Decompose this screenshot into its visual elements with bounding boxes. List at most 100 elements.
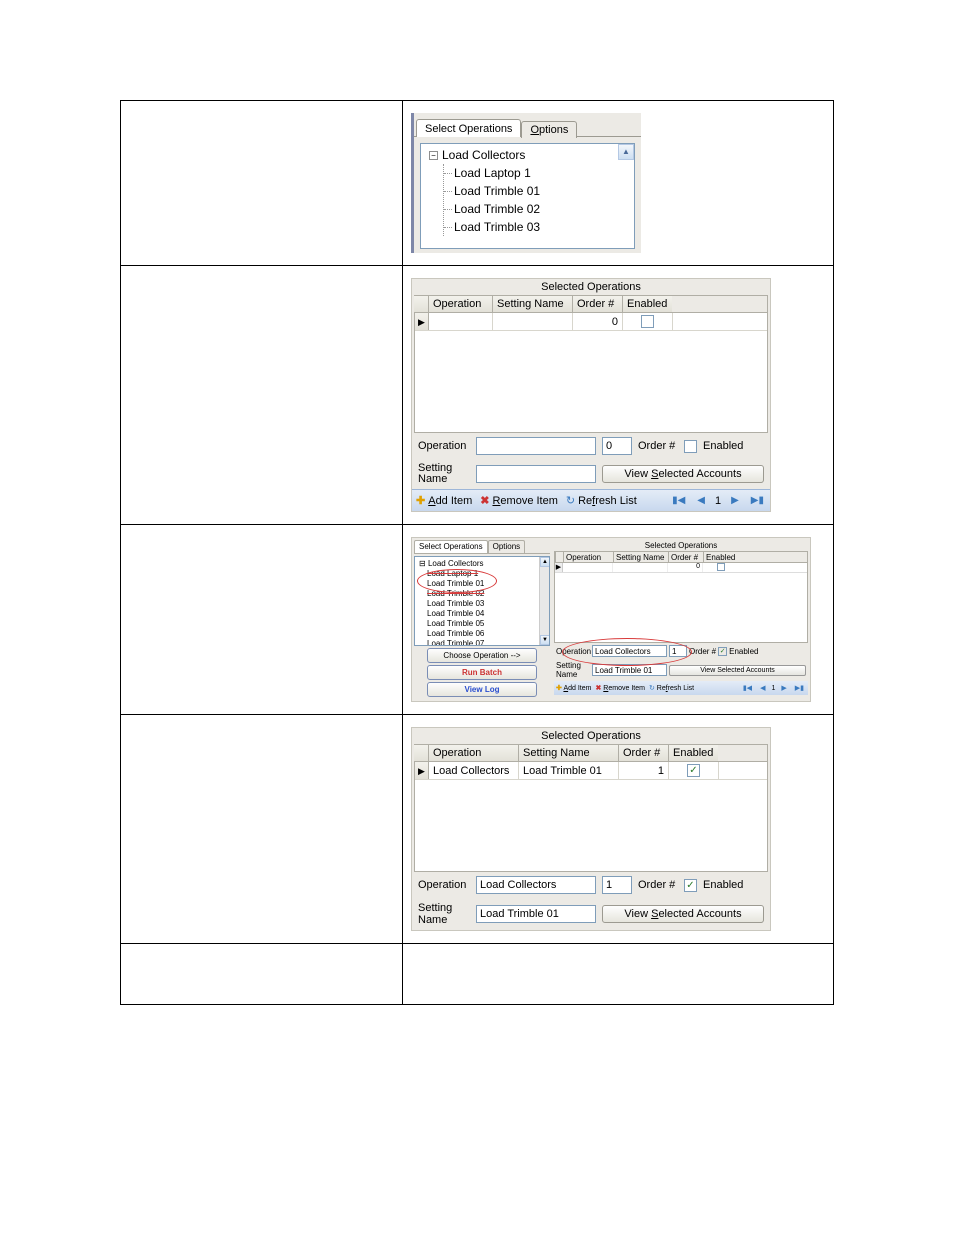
choose-operation-button[interactable]: Choose Operation -->: [427, 648, 537, 663]
tree-item[interactable]: Load Trimble 02: [444, 200, 618, 218]
col-setting-name[interactable]: Setting Name: [613, 552, 668, 562]
tree-item[interactable]: Load Trimble 05: [419, 619, 537, 629]
col-enabled[interactable]: Enabled: [703, 552, 738, 562]
setting-name-label: Setting Name: [418, 902, 470, 926]
order-label: Order #: [638, 879, 678, 891]
operation-input[interactable]: [476, 437, 596, 455]
nav-last-button[interactable]: ▶▮: [749, 495, 766, 506]
refresh-icon: ↻: [566, 494, 575, 507]
setting-name-input[interactable]: [476, 905, 596, 923]
nav-prev-button[interactable]: ◀: [758, 684, 767, 692]
tab-bar: Select Operations Options: [414, 540, 550, 554]
grid-row[interactable]: ▶ 0: [415, 313, 767, 331]
tree-collapse-icon[interactable]: −: [429, 151, 438, 160]
grid-body[interactable]: ▶ Load Collectors Load Trimble 01 1 ✓: [414, 762, 768, 872]
tab-options[interactable]: Options: [521, 121, 577, 138]
operation-input[interactable]: [476, 876, 596, 894]
tree-item[interactable]: Load Trimble 03: [444, 218, 618, 236]
scrollbar[interactable]: ▲ ▼: [539, 557, 549, 645]
nav-first-button[interactable]: ▮◀: [670, 495, 687, 506]
col-setting-name[interactable]: Setting Name: [518, 745, 618, 761]
view-selected-accounts-button[interactable]: View Selected Accounts: [669, 665, 806, 676]
checkbox-icon[interactable]: ✓: [687, 764, 700, 777]
tree-item[interactable]: Load Laptop 1: [444, 164, 618, 182]
tree-item[interactable]: Load Laptop 1: [419, 569, 537, 579]
selected-operations-panel: Selected Operations Operation Setting Na…: [411, 727, 771, 931]
tab-options[interactable]: Options: [488, 540, 526, 553]
tree-item[interactable]: Load Trimble 01: [444, 182, 618, 200]
view-selected-accounts-button[interactable]: View Selected Accounts: [602, 465, 764, 483]
col-operation[interactable]: Operation: [428, 745, 518, 761]
scroll-up-button[interactable]: ▲: [618, 144, 634, 160]
view-log-button[interactable]: View Log: [427, 682, 537, 697]
tab-select-operations[interactable]: Select Operations: [416, 119, 521, 137]
tab-select-operations[interactable]: Select Operations: [414, 540, 488, 553]
nav-first-button[interactable]: ▮◀: [741, 684, 754, 692]
grid-header: Operation Setting Name Order # Enabled: [414, 744, 768, 762]
cell-enabled[interactable]: ✓: [669, 762, 719, 779]
grid-body[interactable]: ▶ 0: [414, 313, 768, 433]
order-label: Order #: [638, 440, 678, 452]
row-indicator-icon: ▶: [415, 762, 429, 779]
col-enabled[interactable]: Enabled: [622, 296, 672, 312]
tree-item[interactable]: Load Trimble 01: [419, 579, 537, 589]
tree-item[interactable]: Load Trimble 06: [419, 629, 537, 639]
order-input[interactable]: [669, 645, 687, 657]
tree-root-label[interactable]: ⊟ Load Collectors: [419, 559, 537, 569]
remove-item-button[interactable]: ✖ Remove Item: [480, 494, 558, 507]
col-order[interactable]: Order #: [618, 745, 668, 761]
nav-next-button[interactable]: ▶: [729, 495, 741, 506]
grid-body[interactable]: ▶ 0: [554, 563, 808, 643]
setting-name-input[interactable]: [476, 465, 596, 483]
scroll-down-button[interactable]: ▼: [540, 635, 550, 645]
add-item-button[interactable]: ✚ Add Item: [556, 684, 591, 692]
cell-setting-name: Load Trimble 01: [519, 762, 619, 779]
enabled-checkbox[interactable]: ✓: [718, 647, 727, 656]
nav-page: 1: [771, 685, 775, 692]
cell-setting-name: [493, 313, 573, 330]
order-input[interactable]: [602, 437, 632, 455]
col-enabled[interactable]: Enabled: [668, 745, 718, 761]
enabled-checkbox[interactable]: [684, 440, 697, 453]
combined-panel: Select Operations Options ▲ ▼ ⊟ Load Col…: [411, 537, 811, 702]
setting-name-label: Setting Name: [556, 661, 590, 679]
panel-title: Selected Operations: [412, 279, 770, 295]
tree-item[interactable]: Load Trimble 04: [419, 609, 537, 619]
col-order[interactable]: Order #: [668, 552, 703, 562]
operations-tree[interactable]: ▲ ▼ ⊟ Load Collectors Load Laptop 1 Load…: [414, 556, 550, 646]
tree-item[interactable]: Load Trimble 07: [419, 639, 537, 646]
grid-header: Operation Setting Name Order # Enabled: [554, 551, 808, 563]
grid-row[interactable]: ▶ Load Collectors Load Trimble 01 1 ✓: [415, 762, 767, 780]
checkbox-icon[interactable]: [641, 315, 654, 328]
setting-name-input[interactable]: [592, 664, 667, 676]
view-selected-accounts-button[interactable]: View Selected Accounts: [602, 905, 764, 923]
operation-label: Operation: [556, 647, 590, 656]
tree-root-label[interactable]: Load Collectors: [442, 148, 525, 162]
tree-item[interactable]: Load Trimble 03: [419, 599, 537, 609]
order-label: Order #: [689, 647, 716, 656]
enabled-checkbox[interactable]: ✓: [684, 879, 697, 892]
col-setting-name[interactable]: Setting Name: [492, 296, 572, 312]
toolbar: ✚ Add Item ✖ Remove Item ↻ Refresh List …: [554, 681, 808, 695]
refresh-list-button[interactable]: ↻ Refresh List: [566, 494, 637, 507]
x-icon: ✖: [480, 494, 489, 507]
operations-tree[interactable]: ▲ − Load Collectors Load Laptop 1 Load T…: [420, 143, 635, 249]
col-operation[interactable]: Operation: [563, 552, 613, 562]
nav-last-button[interactable]: ▶▮: [793, 684, 806, 692]
order-input[interactable]: [602, 876, 632, 894]
selected-operations-panel: Selected Operations Operation Setting Na…: [411, 278, 771, 512]
run-batch-button[interactable]: Run Batch: [427, 665, 537, 680]
col-operation[interactable]: Operation: [428, 296, 492, 312]
scroll-up-button[interactable]: ▲: [540, 557, 550, 567]
cell-order: 1: [619, 762, 669, 779]
tree-item[interactable]: Load Trimble 02: [419, 589, 537, 599]
nav-prev-button[interactable]: ◀: [695, 495, 707, 506]
add-item-button[interactable]: ✚ Add Item: [416, 494, 472, 507]
nav-next-button[interactable]: ▶: [779, 684, 788, 692]
refresh-list-button[interactable]: ↻ Refresh List: [649, 684, 694, 692]
cell-enabled[interactable]: [623, 313, 673, 330]
col-order[interactable]: Order #: [572, 296, 622, 312]
operation-input[interactable]: [592, 645, 667, 657]
grid-header: Operation Setting Name Order # Enabled: [414, 295, 768, 313]
remove-item-button[interactable]: ✖ Remove Item: [595, 684, 644, 692]
